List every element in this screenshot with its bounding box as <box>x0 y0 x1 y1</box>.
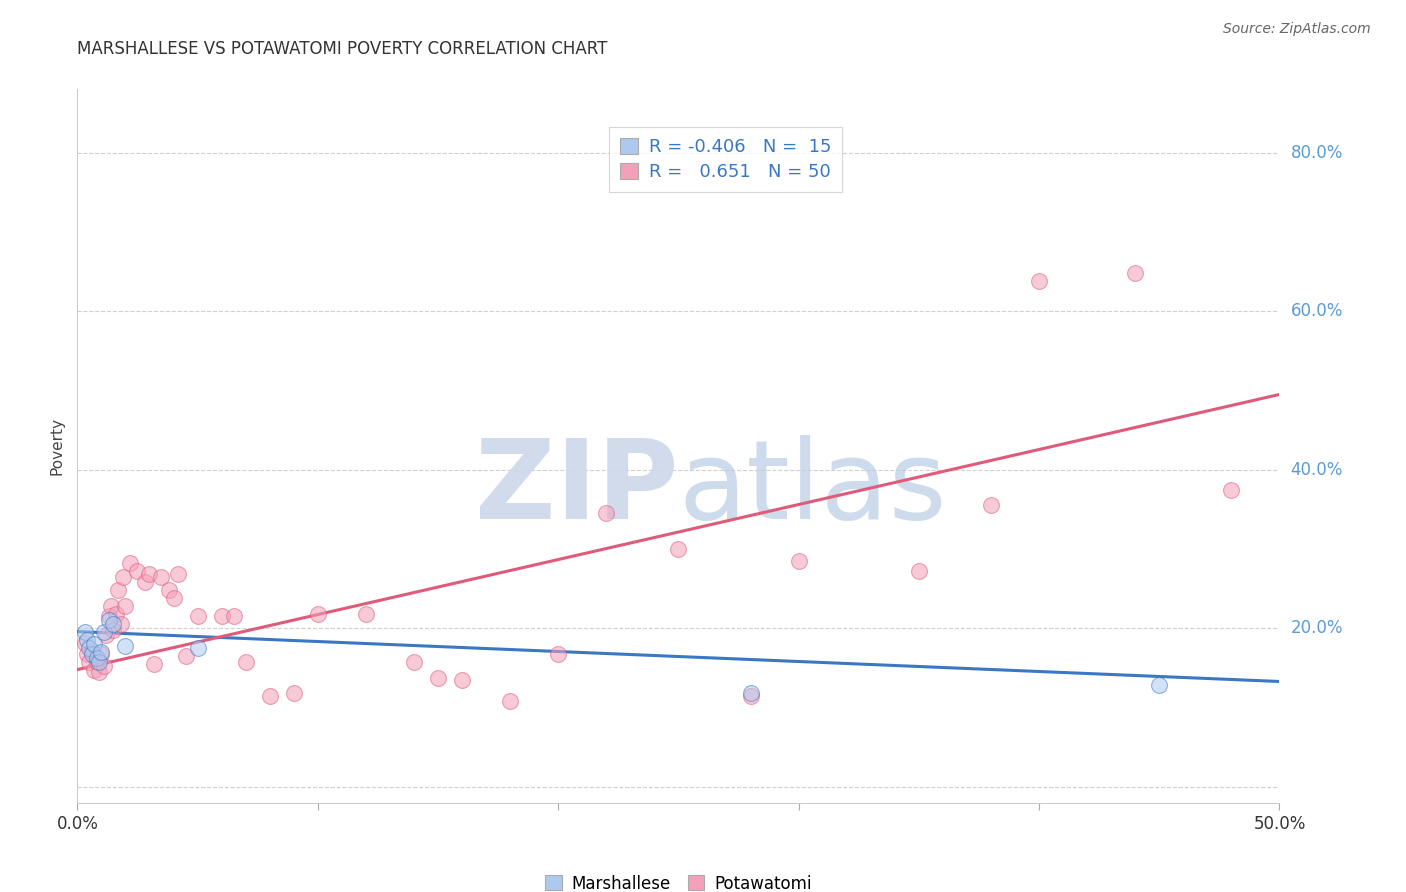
Point <box>787 554 810 568</box>
Point <box>595 507 617 521</box>
Point <box>93 659 115 673</box>
Point <box>186 609 209 624</box>
Point <box>980 499 1002 513</box>
Point <box>97 609 120 624</box>
Point <box>93 625 115 640</box>
Point <box>427 671 450 685</box>
Point <box>80 647 103 661</box>
Text: atlas: atlas <box>679 435 946 542</box>
Point <box>83 637 105 651</box>
Point <box>547 647 569 661</box>
Point <box>259 689 281 703</box>
Point <box>76 647 98 661</box>
Point <box>150 570 173 584</box>
Point <box>79 655 101 669</box>
Point <box>97 614 120 628</box>
Point <box>283 686 305 700</box>
Point <box>1149 678 1171 692</box>
Point <box>740 686 762 700</box>
Point <box>107 583 129 598</box>
Point <box>90 647 112 661</box>
Text: MARSHALLESE VS POTAWATOMI POVERTY CORRELATION CHART: MARSHALLESE VS POTAWATOMI POVERTY CORREL… <box>77 40 607 58</box>
Text: Source: ZipAtlas.com: Source: ZipAtlas.com <box>1223 22 1371 37</box>
Point <box>222 609 245 624</box>
Point <box>73 625 96 640</box>
Point <box>186 641 209 656</box>
Point <box>307 607 329 621</box>
Point <box>79 641 101 656</box>
Point <box>499 694 522 708</box>
Point <box>96 628 118 642</box>
Point <box>86 655 108 669</box>
Point <box>1220 483 1243 497</box>
Text: ZIP: ZIP <box>475 435 679 542</box>
Text: 60.0%: 60.0% <box>1291 302 1343 320</box>
Point <box>120 557 142 571</box>
Point <box>127 564 149 578</box>
Point <box>100 599 122 614</box>
Point <box>86 651 108 665</box>
Point <box>103 623 125 637</box>
Point <box>104 607 127 621</box>
Point <box>740 689 762 703</box>
Point <box>235 655 257 669</box>
Point <box>90 645 112 659</box>
Point <box>114 599 136 614</box>
Point <box>134 575 156 590</box>
Point <box>402 655 425 669</box>
Point <box>138 567 160 582</box>
Point <box>162 591 184 606</box>
Y-axis label: Poverty: Poverty <box>49 417 65 475</box>
Point <box>87 655 110 669</box>
Point <box>354 607 377 621</box>
Point <box>111 570 134 584</box>
Point <box>83 663 105 677</box>
Point <box>167 567 190 582</box>
Point <box>103 617 125 632</box>
Point <box>668 542 690 557</box>
Text: 80.0%: 80.0% <box>1291 144 1343 161</box>
Point <box>908 564 931 578</box>
Point <box>1123 266 1146 280</box>
Point <box>114 639 136 653</box>
Point <box>73 635 96 649</box>
Point <box>211 609 233 624</box>
Point <box>157 583 180 598</box>
Point <box>110 617 132 632</box>
Text: 20.0%: 20.0% <box>1291 619 1343 638</box>
Point <box>174 649 197 664</box>
Point <box>76 633 98 648</box>
Text: 40.0%: 40.0% <box>1291 461 1343 479</box>
Point <box>451 673 474 687</box>
Point <box>143 657 166 671</box>
Point <box>87 665 110 679</box>
Legend: Marshallese, Potawatomi: Marshallese, Potawatomi <box>536 864 821 892</box>
Point <box>80 643 103 657</box>
Point <box>1028 274 1050 288</box>
